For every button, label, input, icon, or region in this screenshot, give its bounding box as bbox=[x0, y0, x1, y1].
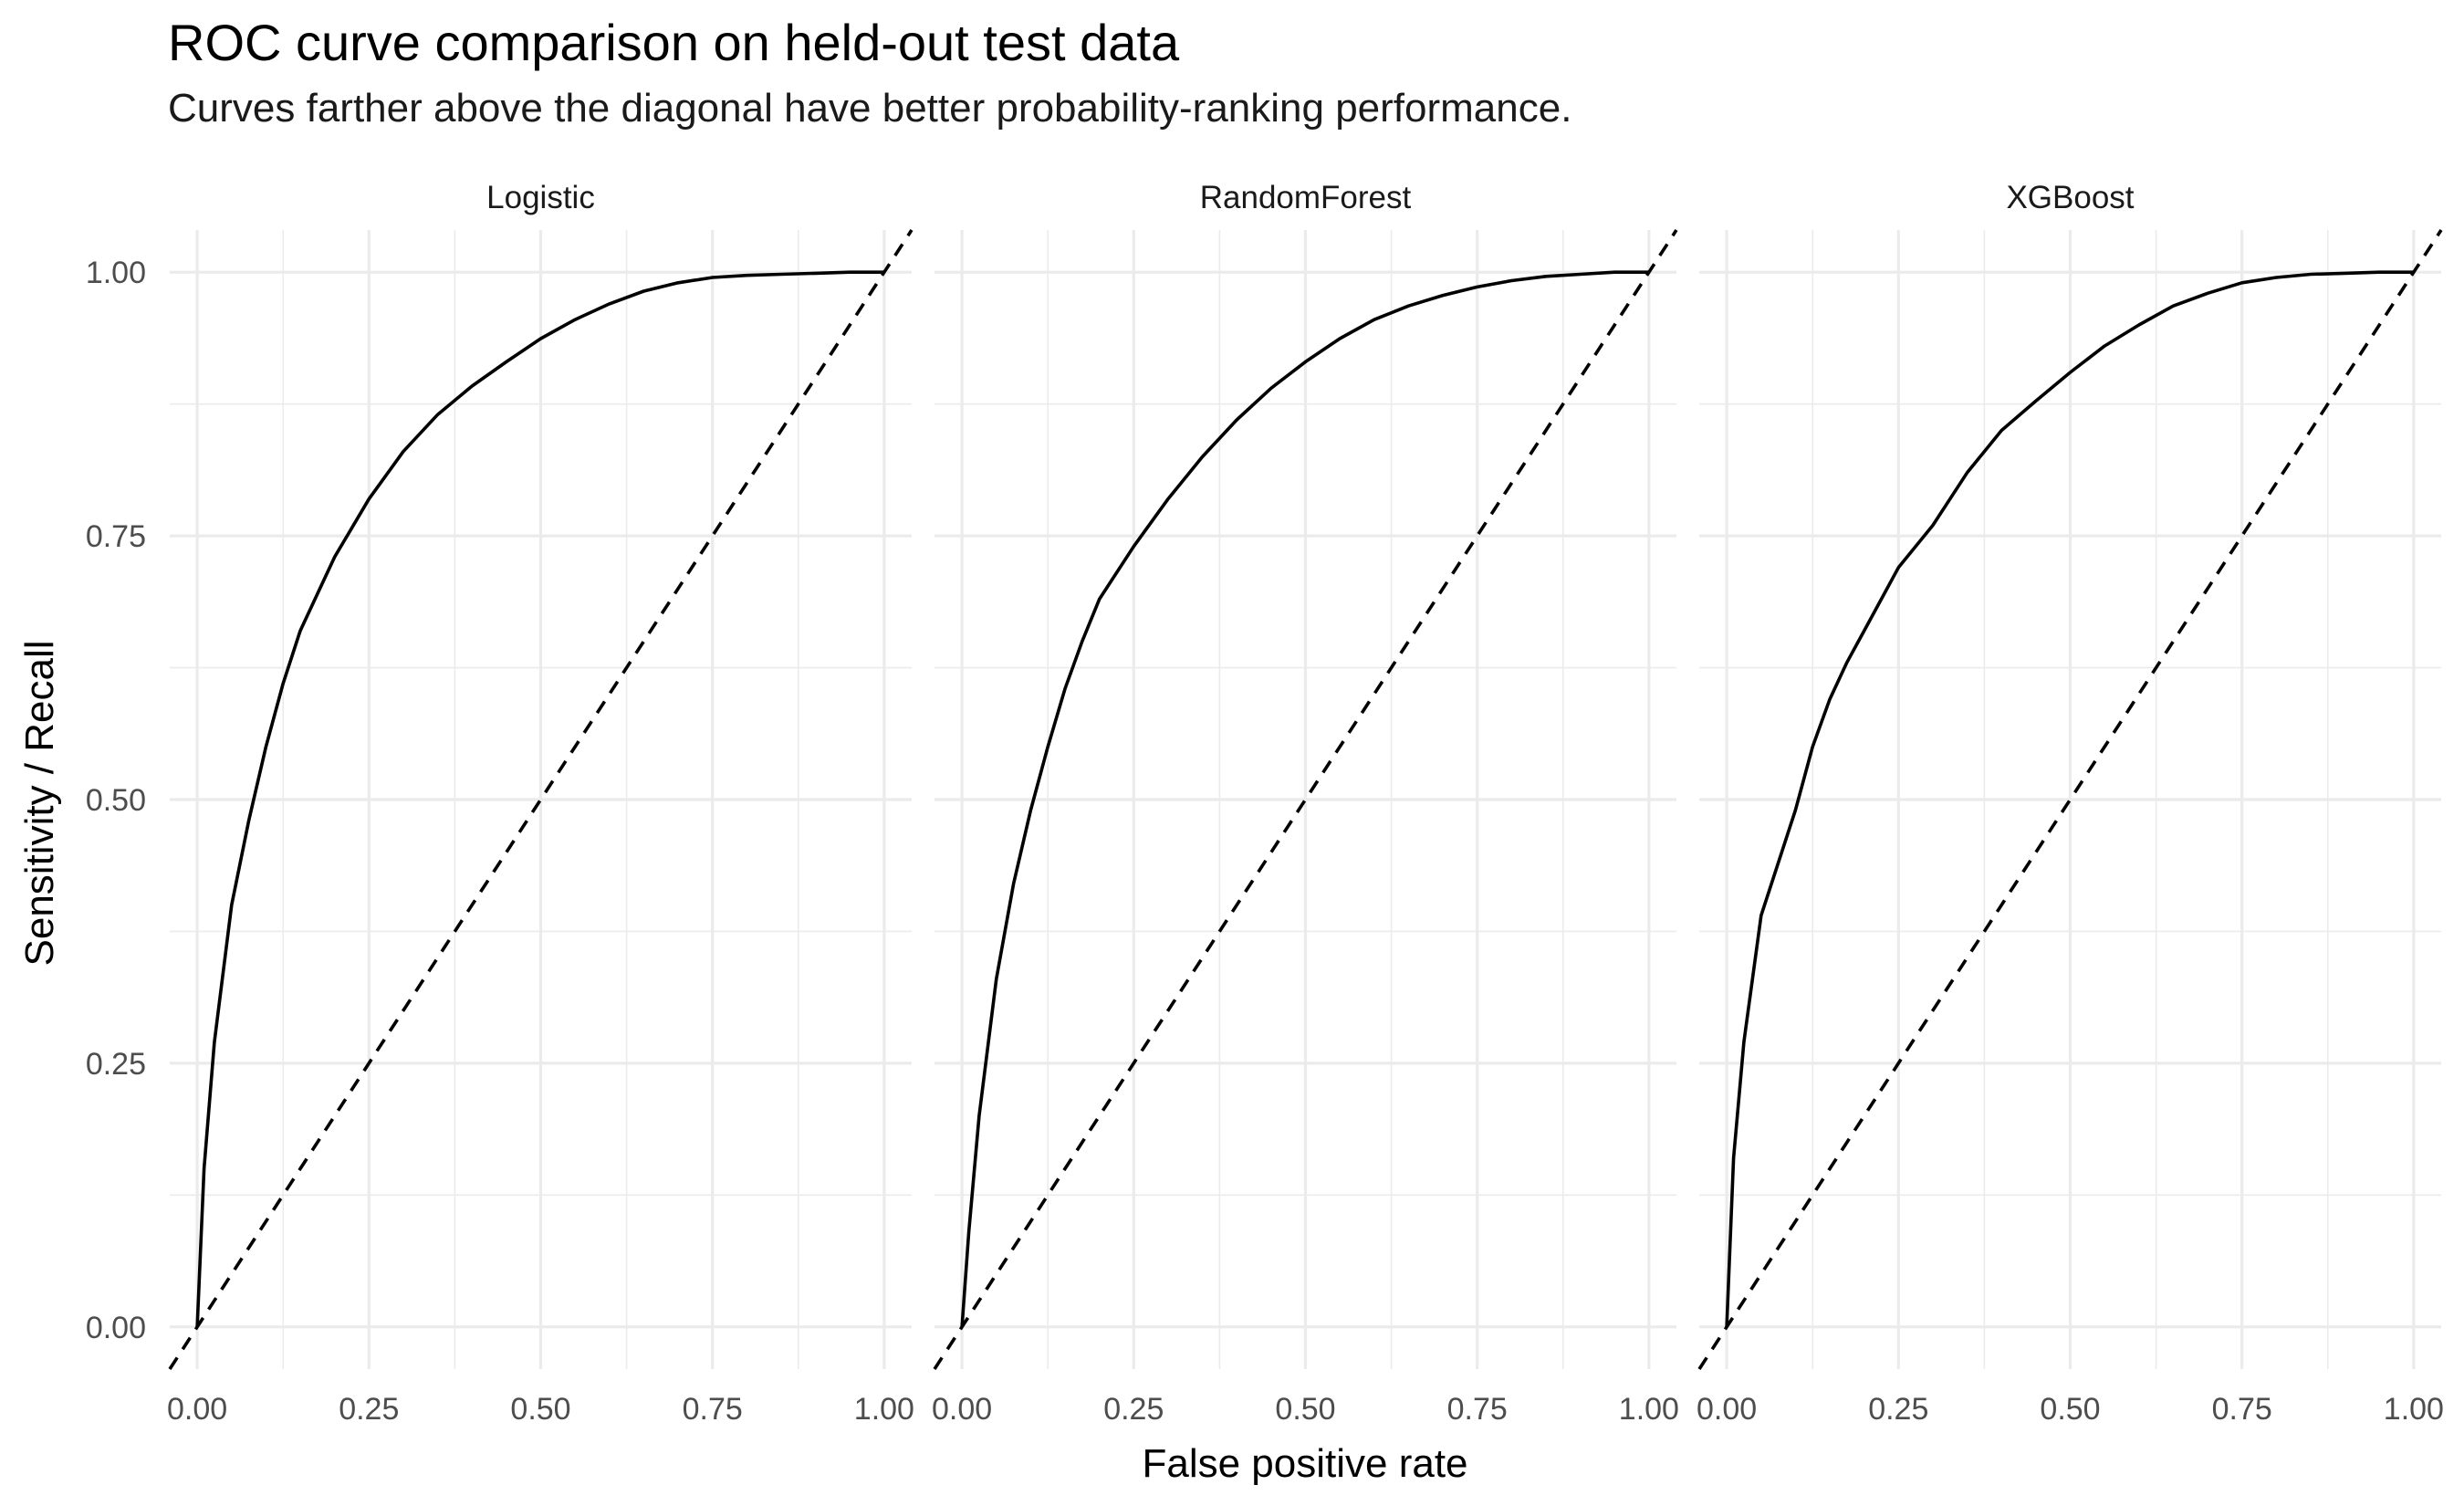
diagonal-reference-line bbox=[1697, 229, 2443, 1370]
diagonal-reference-line bbox=[933, 229, 1678, 1370]
roc-curve-randomforest bbox=[960, 270, 1649, 1327]
x-tick-label: 0.25 bbox=[1103, 1392, 1164, 1427]
x-tick-label: 1.00 bbox=[2384, 1392, 2444, 1427]
y-tick-label: 0.50 bbox=[86, 783, 146, 818]
x-tick-label: 0.50 bbox=[2040, 1392, 2100, 1427]
x-tick-label: 0.00 bbox=[932, 1392, 992, 1427]
chart-subtitle: Curves farther above the diagonal have b… bbox=[168, 86, 1572, 131]
y-axis-title: Sensitivity / Recall bbox=[17, 640, 62, 966]
x-tick-label: 0.00 bbox=[167, 1392, 227, 1427]
x-axis-title: False positive rate bbox=[1142, 1441, 1467, 1486]
y-tick-label: 0.00 bbox=[86, 1311, 146, 1345]
x-tick-label: 0.75 bbox=[1447, 1392, 1508, 1427]
y-tick-label: 1.00 bbox=[86, 256, 146, 290]
x-tick-label: 0.50 bbox=[1275, 1392, 1335, 1427]
facet-label-xgboost: XGBoost bbox=[2006, 180, 2134, 215]
diagonal-reference-line bbox=[168, 229, 914, 1370]
x-tick-label: 0.75 bbox=[2212, 1392, 2272, 1427]
x-tick-label: 1.00 bbox=[1619, 1392, 1679, 1427]
facet-label-randomforest: RandomForest bbox=[1200, 180, 1412, 215]
y-tick-label: 0.75 bbox=[86, 519, 146, 554]
roc-curve-xgboost bbox=[1725, 270, 2414, 1327]
roc-curve-logistic bbox=[195, 270, 884, 1327]
chart-title: ROC curve comparison on held-out test da… bbox=[168, 14, 1180, 71]
y-tick-label: 0.25 bbox=[86, 1047, 146, 1082]
x-tick-label: 0.25 bbox=[339, 1392, 399, 1427]
x-tick-label: 0.25 bbox=[1868, 1392, 1928, 1427]
x-tick-label: 0.00 bbox=[1697, 1392, 1757, 1427]
x-tick-label: 0.75 bbox=[683, 1392, 743, 1427]
x-tick-label: 1.00 bbox=[854, 1392, 914, 1427]
facet-label-logistic: Logistic bbox=[486, 180, 595, 215]
x-tick-label: 0.50 bbox=[510, 1392, 570, 1427]
